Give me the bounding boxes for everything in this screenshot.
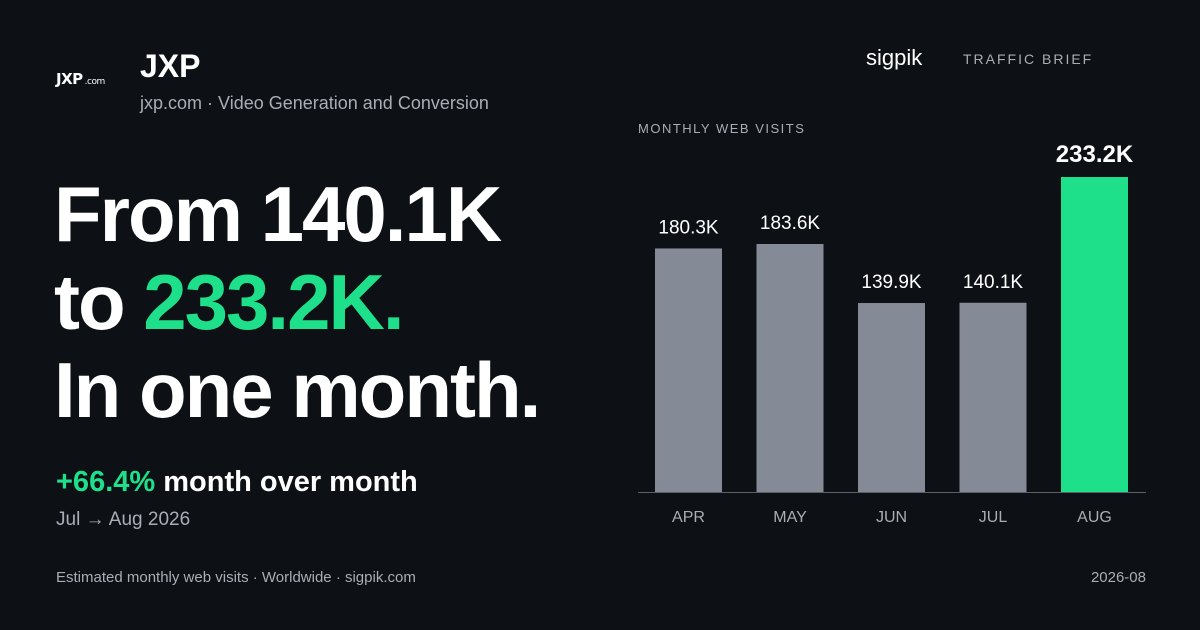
headline-line-3: In one month.: [54, 346, 541, 434]
tick-label-apr: APR: [672, 509, 705, 526]
bar-jun: [858, 303, 925, 492]
headline-line-1: From 140.1K: [54, 170, 502, 258]
tick-label-aug: AUG: [1077, 509, 1112, 526]
headline: From 140.1K to 233.2K. In one month.: [54, 170, 634, 434]
brief-label: TRAFFIC BRIEF: [963, 51, 1094, 67]
bar-aug: [1061, 177, 1128, 492]
data-label-aug: 233.2K: [1056, 141, 1134, 168]
tick-label-may: MAY: [773, 509, 807, 526]
jxp-logo: JXP .com: [56, 70, 105, 88]
brand-title: JXP: [140, 48, 201, 84]
data-label-apr: 180.3K: [658, 217, 719, 238]
footer-note: Estimated monthly web visits · Worldwide…: [56, 569, 416, 586]
change-summary: +66.4% month over month: [56, 464, 418, 500]
monthly-visits-bar-chart: 180.3K APR 183.6K MAY 139.9K JUN 140.1K JUL 233.…: [638, 141, 1146, 526]
chart-title: MONTHLY WEB VISITS: [638, 121, 806, 136]
change-text: month over month: [155, 466, 418, 498]
change-percent: +66.4%: [56, 466, 156, 498]
bar-may: [756, 243, 824, 492]
tick-label-jun: JUN: [876, 509, 907, 526]
data-label-jul: 140.1K: [963, 272, 1024, 293]
data-label-may: 183.6K: [760, 213, 821, 234]
footer-date: 2026-08: [1090, 569, 1146, 586]
bar-jul: [959, 302, 1027, 492]
headline-line-2-prefix: to: [54, 258, 144, 346]
data-label-jun: 139.9K: [861, 272, 922, 293]
bar-apr: [655, 248, 722, 492]
headline-line-2-accent: 233.2K.: [143, 258, 404, 346]
source-name: sigpik: [866, 45, 923, 70]
logo-text: JXP: [56, 70, 83, 88]
tick-label-jul: JUL: [979, 509, 1008, 526]
logo-tld: .com: [84, 77, 106, 87]
brand-subtitle: jxp.com · Video Generation and Conversio…: [140, 93, 489, 113]
period-label: Jul → Aug 2026: [56, 509, 191, 530]
